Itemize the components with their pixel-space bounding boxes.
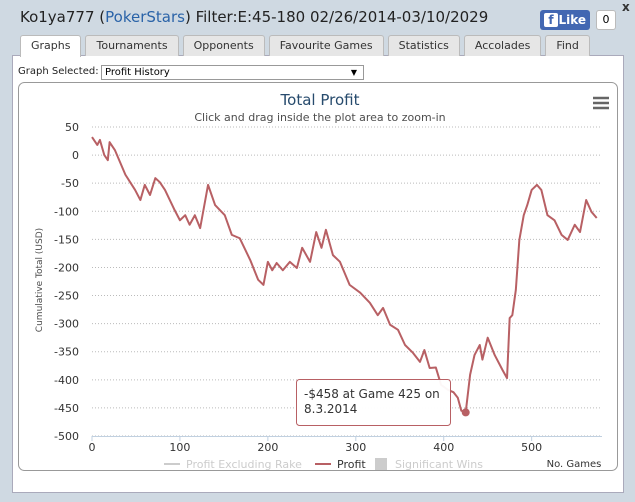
legend-label: Profit bbox=[337, 458, 366, 471]
legend-label: Profit Excluding Rake bbox=[186, 458, 302, 471]
menu-icon[interactable] bbox=[593, 96, 609, 110]
tooltip-marker bbox=[461, 408, 470, 417]
y-tick-label: -350 bbox=[54, 346, 79, 359]
graph-select-label: Graph Selected: bbox=[18, 66, 99, 77]
y-tick-label: -100 bbox=[54, 205, 79, 218]
site-link[interactable]: PokerStars bbox=[105, 8, 185, 26]
tooltip-text: 8.3.2014 bbox=[304, 402, 357, 416]
tab[interactable]: Find bbox=[545, 35, 590, 56]
y-tick-label: -150 bbox=[54, 233, 79, 246]
select-value: Profit History bbox=[105, 67, 170, 78]
tab[interactable]: Favourite Games bbox=[268, 35, 384, 56]
legend-box bbox=[375, 458, 387, 470]
x-tick-label: 0 bbox=[89, 441, 96, 454]
chart-frame bbox=[18, 82, 618, 471]
close-button[interactable]: x bbox=[622, 0, 630, 14]
window-title: Ko1ya777 (PokerStars) Filter:E:45-180 02… bbox=[20, 8, 488, 26]
legend-label: Significant Wins bbox=[395, 458, 483, 471]
y-tick-label: 0 bbox=[72, 149, 79, 162]
y-tick-label: -250 bbox=[54, 290, 79, 303]
chart-subtitle: Click and drag inside the plot area to z… bbox=[194, 111, 445, 124]
tab[interactable]: Graphs bbox=[20, 35, 82, 57]
y-tick-label: 50 bbox=[65, 121, 79, 134]
fb-icon: f bbox=[544, 13, 558, 27]
title-text: ) Filter:E:45-180 02/26/2014-03/10/2029 bbox=[184, 8, 489, 26]
like-text: Like bbox=[558, 13, 586, 27]
y-tick-label: -450 bbox=[54, 402, 79, 415]
y-tick-label: -500 bbox=[54, 430, 79, 443]
y-tick-label: -50 bbox=[61, 177, 79, 190]
y-tick-label: -400 bbox=[54, 374, 79, 387]
tab[interactable]: Tournaments bbox=[85, 35, 179, 56]
y-tick-label: -200 bbox=[54, 261, 79, 274]
tab-bar: Graphs Tournaments Opponents Favourite Game… bbox=[20, 35, 590, 57]
y-axis-label: Cumulative Total (USD) bbox=[35, 228, 45, 332]
x-axis-label: No. Games bbox=[547, 459, 602, 470]
graph-select[interactable]: Profit History ▼ bbox=[101, 65, 364, 80]
x-tick-label: 500 bbox=[521, 441, 542, 454]
x-tick-label: 100 bbox=[169, 441, 190, 454]
profit-line bbox=[91, 136, 598, 414]
tab[interactable]: Statistics bbox=[387, 35, 460, 56]
like-count: 0 bbox=[596, 10, 616, 30]
tab[interactable]: Accolades bbox=[463, 35, 542, 56]
y-tick-label: -300 bbox=[54, 318, 79, 331]
tab[interactable]: Opponents bbox=[182, 35, 265, 56]
x-tick-label: 400 bbox=[433, 441, 454, 454]
like-button[interactable]: f Like bbox=[540, 10, 590, 30]
tooltip-text: -$458 at Game 425 on bbox=[304, 387, 440, 401]
x-tick-label: 300 bbox=[345, 441, 366, 454]
x-tick-label: 200 bbox=[257, 441, 278, 454]
select-arrow: ▼ bbox=[350, 68, 357, 77]
title-text: Ko1ya777 ( bbox=[20, 8, 106, 26]
tooltip-box bbox=[296, 379, 451, 426]
chart-title: Total Profit bbox=[280, 91, 360, 109]
